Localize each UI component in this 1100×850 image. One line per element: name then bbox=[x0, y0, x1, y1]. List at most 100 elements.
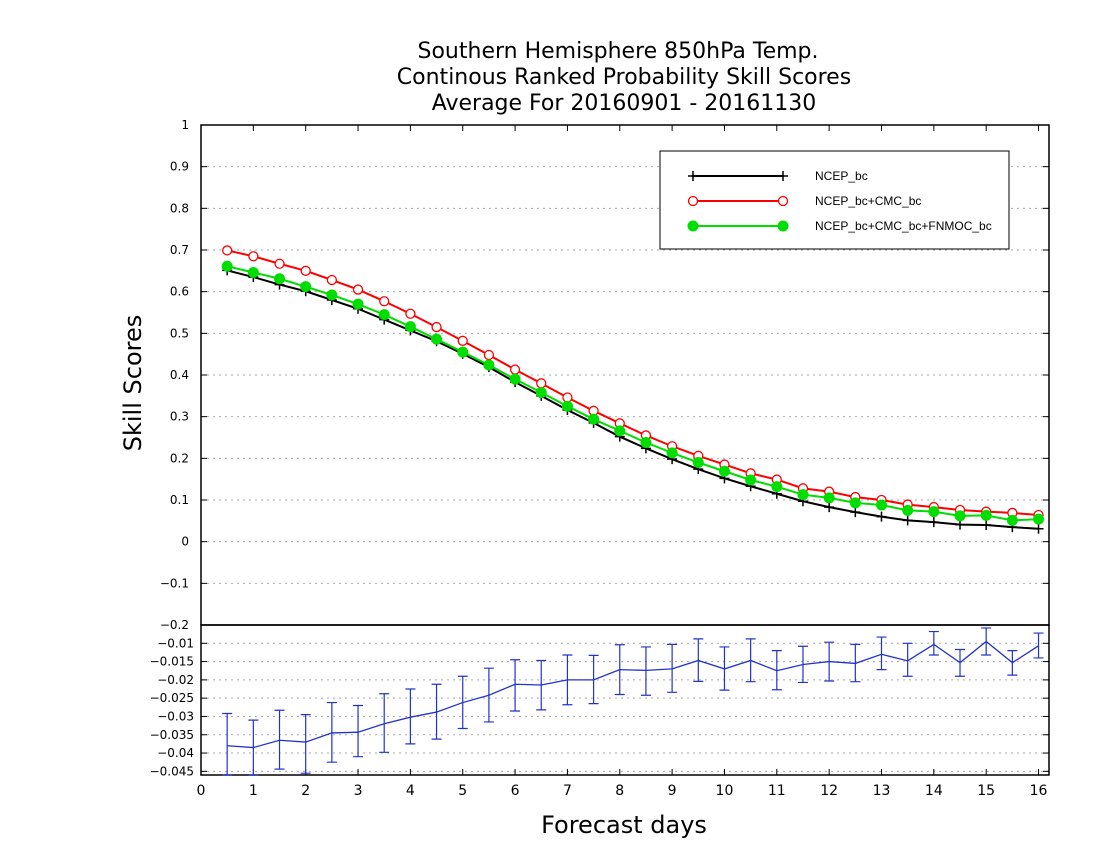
data-point bbox=[535, 387, 547, 398]
title-line-3: Average For 20160901 - 20161130 bbox=[432, 91, 817, 116]
x-tick-label: 15 bbox=[977, 783, 995, 799]
data-point bbox=[457, 346, 469, 358]
data-point bbox=[902, 515, 913, 526]
error-bar bbox=[510, 659, 521, 712]
chart-title: Southern Hemisphere 850hPa Temp. Contino… bbox=[397, 39, 851, 116]
y-axis-label: Skill Scores bbox=[119, 315, 147, 452]
series-3 bbox=[221, 260, 1045, 526]
y-tick-label: 1 bbox=[181, 118, 189, 132]
data-point bbox=[824, 502, 835, 513]
data-point bbox=[875, 499, 887, 511]
data-point bbox=[1006, 514, 1018, 526]
data-point bbox=[352, 298, 364, 310]
data-point bbox=[928, 506, 940, 518]
error-bar bbox=[640, 646, 651, 696]
data-point bbox=[876, 511, 887, 522]
legend-label: NCEP_bc+CMC_bc+FNMOC_bc bbox=[815, 219, 992, 233]
data-point bbox=[981, 520, 992, 530]
x-tick-label: 1 bbox=[249, 783, 258, 799]
data-point bbox=[274, 258, 285, 269]
data-point bbox=[954, 510, 966, 522]
data-point bbox=[405, 308, 416, 319]
series-line bbox=[226, 249, 1039, 516]
y-tick-label: −0.1 bbox=[160, 576, 189, 590]
x-tick-label: 14 bbox=[925, 783, 943, 799]
data-point bbox=[483, 359, 495, 371]
series-1 bbox=[222, 265, 1044, 534]
series-2 bbox=[222, 245, 1044, 521]
y-tick-label: −0.03 bbox=[157, 709, 194, 723]
y-tick-label: −0.01 bbox=[157, 636, 194, 650]
error-bar bbox=[300, 714, 311, 774]
y-tick-label: −0.2 bbox=[160, 618, 189, 632]
x-tick-label: 7 bbox=[563, 783, 572, 799]
data-point bbox=[640, 437, 652, 448]
data-point bbox=[1033, 523, 1044, 534]
x-tick-label: 8 bbox=[615, 783, 624, 799]
data-point bbox=[247, 267, 259, 278]
legend: NCEP_bc NCEP_bc+CMC_bc NCEP_bc+CMC_bc+FNMO… bbox=[659, 150, 1010, 250]
x-tick-label: 12 bbox=[820, 783, 838, 799]
data-point bbox=[326, 289, 338, 301]
data-point bbox=[562, 392, 573, 403]
data-point bbox=[222, 245, 233, 256]
y-tick-label: 0.1 bbox=[170, 493, 189, 507]
y-tick-label: 0.4 bbox=[170, 368, 189, 382]
data-point bbox=[274, 273, 286, 285]
title-line-2: Continous Ranked Probability Skill Score… bbox=[397, 65, 851, 90]
x-tick-label: 9 bbox=[668, 783, 677, 799]
data-point bbox=[614, 425, 626, 437]
error-bar bbox=[876, 636, 887, 671]
data-point bbox=[352, 284, 364, 295]
data-point bbox=[588, 413, 600, 425]
legend-label: NCEP_bc+CMC_bc bbox=[815, 194, 921, 208]
error-bar bbox=[379, 693, 390, 753]
main-plot-area: −0.2 −0.1 0 0.1 0.2 0.3 0.4 0.5 0.6 0.7 0.8 0.9 1 bbox=[160, 118, 1050, 632]
legend-item: NCEP_bc bbox=[688, 169, 868, 183]
x-axis-label: Forecast days bbox=[541, 811, 707, 839]
data-point bbox=[457, 335, 468, 346]
data-point bbox=[1033, 513, 1045, 525]
x-tick-label: 4 bbox=[406, 783, 415, 799]
y-tick-label: 0.2 bbox=[170, 451, 189, 465]
data-point bbox=[980, 509, 992, 521]
series-line bbox=[226, 265, 1039, 522]
data-point bbox=[509, 373, 521, 385]
difference-plot-area: −0.045−0.04−0.035−0.03−0.025−0.02−0.015−… bbox=[150, 125, 1050, 799]
error-bar bbox=[222, 712, 233, 776]
data-point bbox=[431, 333, 443, 345]
data-point bbox=[431, 321, 442, 333]
x-tick-label: 16 bbox=[1030, 783, 1048, 799]
data-point bbox=[850, 507, 861, 518]
error-bar bbox=[353, 704, 364, 758]
x-tick-label: 2 bbox=[301, 783, 310, 799]
difference-series bbox=[222, 627, 1044, 776]
series-line bbox=[226, 269, 1039, 530]
y-tick-label: 0.9 bbox=[170, 160, 189, 174]
difference-line bbox=[227, 640, 1039, 749]
difference-plot-frame bbox=[200, 624, 1050, 776]
error-bar bbox=[902, 642, 913, 677]
data-point bbox=[326, 274, 338, 286]
legend-label: NCEP_bc bbox=[815, 169, 868, 183]
y-tick-label: −0.025 bbox=[150, 691, 194, 705]
legend-marker bbox=[777, 220, 789, 232]
error-bar bbox=[405, 688, 416, 745]
error-bar bbox=[1033, 632, 1044, 659]
y-tick-label: 0.3 bbox=[170, 410, 189, 424]
y-tick-label: 0.6 bbox=[170, 285, 189, 299]
data-point bbox=[483, 349, 495, 361]
legend-marker bbox=[687, 195, 699, 207]
data-point bbox=[666, 447, 678, 459]
legend-item: NCEP_bc+CMC_bc+FNMOC_bc bbox=[687, 219, 992, 233]
legend-marker bbox=[777, 195, 789, 207]
legend-marker bbox=[778, 171, 788, 181]
error-bar bbox=[928, 630, 939, 656]
x-tick-label: 0 bbox=[197, 783, 206, 799]
y-tick-label: 0.5 bbox=[170, 326, 189, 340]
y-tick-label: −0.015 bbox=[150, 655, 194, 669]
y-tick-label: 0 bbox=[181, 535, 189, 549]
y-tick-label: 0.8 bbox=[170, 201, 189, 215]
